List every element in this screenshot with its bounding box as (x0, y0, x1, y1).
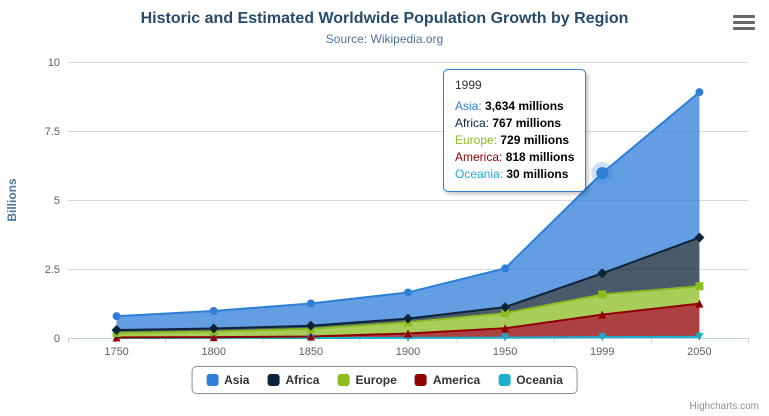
america-series-symbol-icon (414, 374, 427, 386)
chart-title: Historic and Estimated Worldwide Populat… (140, 10, 629, 27)
svg-text:10: 10 (48, 57, 60, 69)
svg-text:1999: 1999 (590, 346, 614, 358)
tooltip-row-europe: Europe: 729 millions (455, 133, 570, 147)
tooltip-row-africa: Africa: 767 millions (455, 116, 562, 130)
svg-text:1800: 1800 (201, 346, 225, 358)
legend-item-oceania[interactable]: Oceania (498, 373, 563, 387)
highcharts-credit[interactable]: Highcharts.com (689, 401, 759, 412)
tooltip: 1999 Asia: 3,634 millions Africa: 767 mil… (443, 69, 587, 192)
svg-text:1850: 1850 (299, 346, 323, 358)
svg-text:1750: 1750 (104, 346, 128, 358)
legend-item-america[interactable]: America (414, 373, 481, 387)
tooltip-row-america: America: 818 millions (455, 150, 575, 164)
svg-text:2050: 2050 (687, 346, 711, 358)
legend-label: Oceania (516, 373, 563, 387)
tooltip-row-asia: Asia: 3,634 millions (455, 99, 564, 113)
legend-label: Europe (355, 373, 397, 387)
legend-item-europe[interactable]: Europe (337, 373, 397, 387)
legend-item-africa[interactable]: Africa (267, 373, 319, 387)
legend: Asia Africa Europe America Oceania (191, 366, 578, 394)
europe-series-symbol-icon (337, 374, 350, 386)
chart-subtitle: Source: Wikipedia.org (325, 32, 444, 46)
svg-text:7.5: 7.5 (45, 126, 60, 138)
svg-text:0: 0 (54, 333, 60, 345)
hamburger-icon-line (733, 27, 755, 30)
legend-label: Asia (224, 373, 250, 387)
legend-label: America (432, 373, 481, 387)
hamburger-icon-line (733, 21, 755, 24)
export-menu-button[interactable] (733, 14, 755, 31)
legend-label: Africa (285, 373, 320, 387)
legend-item-asia[interactable]: Asia (206, 373, 249, 387)
tooltip-row-oceania: Oceania: 30 millions (455, 167, 569, 181)
svg-text:1900: 1900 (396, 346, 420, 358)
africa-series-symbol-icon (267, 374, 280, 386)
oceania-series-symbol-icon (498, 374, 511, 386)
hamburger-icon-line (733, 15, 755, 18)
tooltip-header: 1999 (455, 78, 482, 92)
svg-text:Billions: Billions (5, 178, 19, 222)
svg-text:2.5: 2.5 (45, 264, 60, 276)
svg-text:1950: 1950 (493, 346, 517, 358)
svg-text:5: 5 (54, 195, 60, 207)
asia-series-symbol-icon (206, 374, 219, 386)
tooltip-rows: Asia: 3,634 millions Africa: 767 millions… (455, 98, 574, 183)
